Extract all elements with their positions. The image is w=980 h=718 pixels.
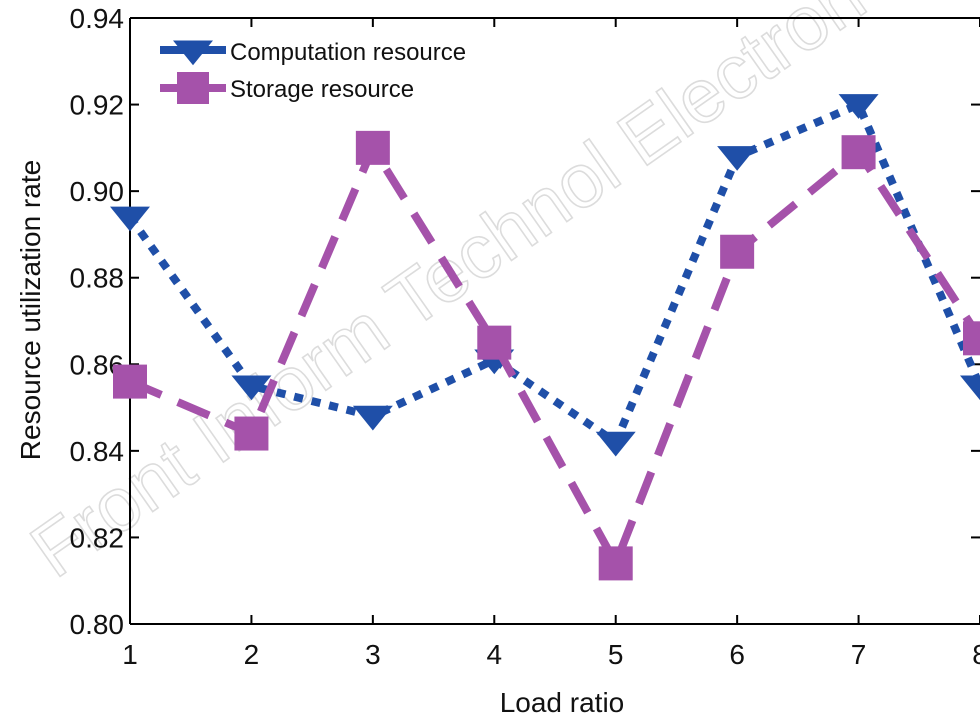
data-point-computation <box>717 146 758 171</box>
legend-label-storage: Storage resource <box>230 76 414 103</box>
data-point-computation <box>231 375 272 401</box>
legend-label-computation: Computation resource <box>230 39 466 66</box>
y-axis: 0.800.820.840.860.880.900.920.94 <box>70 3 980 640</box>
x-tick-label: 6 <box>729 639 745 670</box>
data-point-storage <box>963 321 980 356</box>
x-tick-label: 5 <box>608 639 624 670</box>
data-point-storage <box>355 130 390 165</box>
y-tick-label: 0.90 <box>70 176 125 207</box>
legend-marker-computation <box>173 40 213 66</box>
x-tick-label: 4 <box>486 639 502 670</box>
data-point-computation <box>352 405 393 431</box>
data-point-storage <box>720 234 755 269</box>
series-line-storage <box>128 143 980 568</box>
series-line-computation <box>126 100 980 447</box>
data-point-storage <box>113 364 147 399</box>
data-point-computation <box>960 375 980 401</box>
x-axis-label: Load ratio <box>500 687 625 718</box>
data-point-storage <box>841 135 876 170</box>
y-tick-label: 0.82 <box>70 522 125 553</box>
x-tick-label: 8 <box>972 639 980 670</box>
data-point-computation <box>110 206 150 232</box>
data-point-storage <box>477 325 512 360</box>
x-tick-label: 7 <box>851 639 867 670</box>
data-point-storage <box>598 546 633 581</box>
data-point-storage <box>234 416 269 451</box>
x-tick-label: 2 <box>244 639 260 670</box>
data-point-computation <box>595 431 636 457</box>
y-tick-label: 0.94 <box>70 3 125 34</box>
x-tick-label: 3 <box>365 639 381 670</box>
x-axis: 1 2 3 4 5 6 7 8 <box>122 18 980 670</box>
x-tick-label: 1 <box>122 639 138 670</box>
y-tick-label: 0.88 <box>70 263 125 294</box>
y-axis-label: Resource utilization rate <box>15 160 46 460</box>
series-layer <box>110 94 980 581</box>
plot-area <box>129 17 980 625</box>
y-tick-label: 0.84 <box>70 436 125 467</box>
y-tick-label: 0.80 <box>70 609 125 640</box>
legend-marker-storage <box>177 72 209 104</box>
data-point-computation <box>838 94 879 119</box>
y-tick-label: 0.92 <box>70 90 125 121</box>
legend: Computation resource Storage resource <box>160 39 466 104</box>
